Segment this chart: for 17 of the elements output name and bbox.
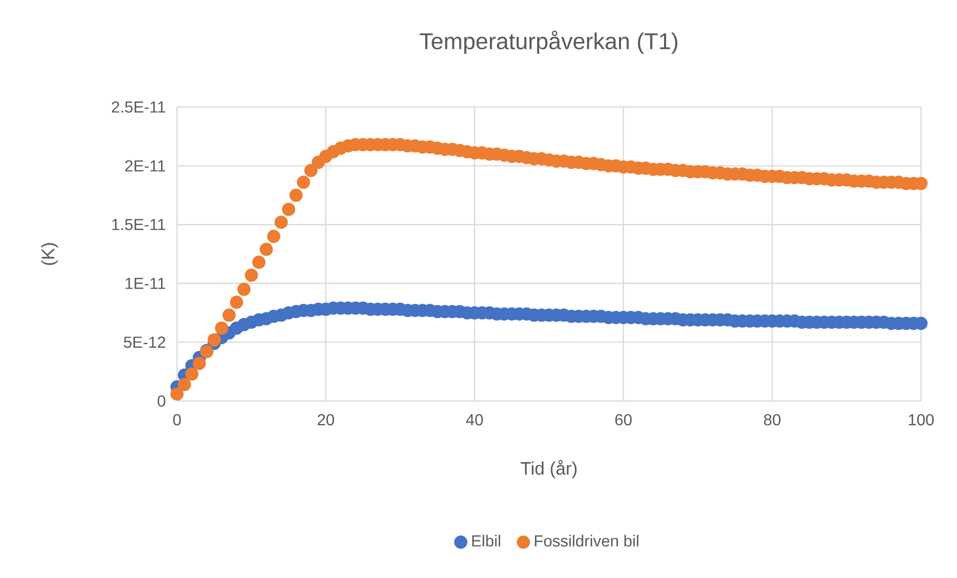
y-tick-label: 2E-11 [125, 160, 166, 172]
legend-label: Fossildriven bil [534, 534, 638, 547]
x-tick-label: 40 [466, 414, 483, 426]
y-tick-label: 1E-11 [126, 278, 166, 289]
y-tick-label: 5E-12 [124, 336, 166, 348]
x-tick-label: 60 [615, 414, 632, 426]
y-tick-label: 1.5E-11 [112, 219, 166, 230]
y-tick-label: 2.5E-11 [112, 101, 166, 113]
legend-label: Elbil [472, 534, 500, 547]
x-tick-label: 100 [908, 414, 934, 426]
chart-title: Temperaturpåverkan (T1) [420, 30, 678, 54]
y-tick-label: 0 [158, 395, 166, 407]
x-axis-title: Tid (år) [520, 460, 577, 478]
x-tick-label: 20 [318, 414, 334, 426]
x-tick-label: 80 [764, 414, 780, 426]
y-axis-title: (K) [41, 243, 58, 265]
x-tick-label: 0 [173, 414, 181, 426]
